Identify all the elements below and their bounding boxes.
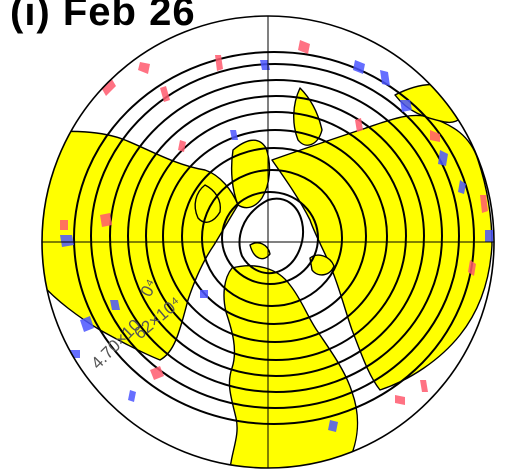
landmass-north-america [223, 265, 359, 468]
contour-label-1: 0⁴ [137, 276, 162, 300]
land-masses [42, 83, 493, 468]
panel-title: (i) Feb 26 [10, 0, 196, 34]
landmass-island [249, 242, 271, 260]
height-contours [73, 51, 475, 425]
landmass-island [309, 254, 335, 276]
